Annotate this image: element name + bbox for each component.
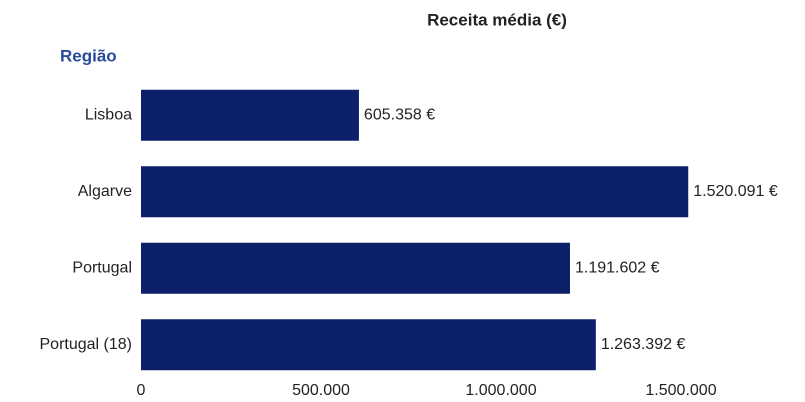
y-tick-label: Portugal (18) bbox=[40, 336, 133, 353]
y-axis-label: Região bbox=[60, 46, 117, 65]
data-label: 1.520.091 € bbox=[693, 183, 778, 200]
chart-title: Receita média (€) bbox=[427, 10, 567, 29]
y-tick-label: Algarve bbox=[78, 183, 132, 200]
data-label: 1.263.392 € bbox=[601, 336, 686, 353]
bar bbox=[141, 166, 689, 218]
x-tick-label: 1.500.000 bbox=[645, 382, 716, 399]
bar bbox=[141, 319, 596, 371]
x-tick-label: 500.000 bbox=[292, 382, 350, 399]
data-label: 1.191.602 € bbox=[575, 259, 660, 276]
y-tick-label: Portugal bbox=[72, 259, 132, 276]
x-tick-label: 1.000.000 bbox=[465, 382, 536, 399]
x-tick-label: 0 bbox=[137, 382, 146, 399]
data-label: 605.358 € bbox=[364, 106, 435, 123]
bar bbox=[141, 242, 570, 294]
bar bbox=[141, 89, 359, 141]
y-tick-label: Lisboa bbox=[85, 106, 132, 123]
